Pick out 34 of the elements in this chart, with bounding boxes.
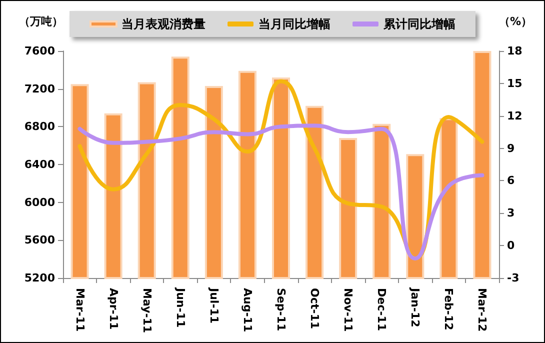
y-tick-label: 5200 [24,272,56,284]
x-tick-label: Dec-11 [375,288,388,331]
y-tick-label: 6800 [24,120,56,134]
legend-label: 当月同比增幅 [258,17,330,31]
x-tick-label: Feb-12 [442,288,456,330]
x-tick-label: Jun-11 [174,287,187,328]
x-tick-label: Nov-11 [342,288,355,332]
legend-label: 当月表观消费量 [122,17,206,31]
y2-tick-label: 3 [507,206,515,220]
y-axis-title: （万吨） [19,15,63,28]
y2-tick-label: 6 [507,174,515,188]
line-series [78,124,484,261]
y2-tick-label: 9 [507,142,515,155]
y2-axis-title: （%） [499,15,532,28]
x-tick-label: Jul-11 [207,287,220,324]
x-tick-label: Sep-11 [274,288,288,332]
y2-tick-label: 12 [507,109,522,122]
x-tick-label: May-11 [140,288,154,334]
x-tick-label: Oct-11 [308,288,322,330]
x-tick-label: Apr-11 [106,288,120,330]
y2-tick-label: 15 [507,76,522,90]
y-tick-label: 7200 [24,82,56,96]
x-tick-label: Mar-11 [73,288,86,332]
x-tick-label: Aug-11 [240,288,254,332]
y-tick-label: 6000 [24,196,56,209]
x-tick-label: Mar-12 [476,288,489,332]
y2-tick-label: -3 [507,272,520,284]
y-tick-label: 5600 [24,234,56,247]
x-tick-label: Jan-12 [408,287,422,328]
y-tick-label: 6400 [24,158,56,171]
y2-tick-label: 0 [507,239,515,252]
legend-label: 累计同比增幅 [382,17,456,31]
y2-tick-label: 18 [507,44,522,58]
y-tick-label: 7600 [24,44,56,58]
